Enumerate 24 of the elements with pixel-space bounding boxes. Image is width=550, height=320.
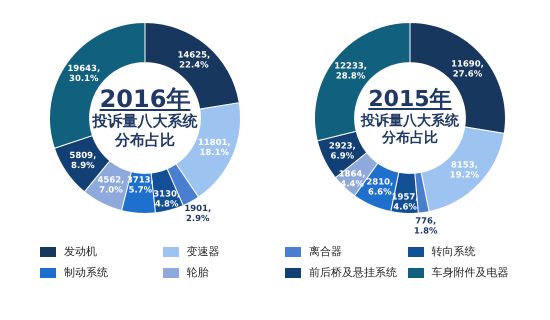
text: 投诉量八大系统分布占比 [92,112,198,150]
data-label: 8153, 19.2% [450,160,480,180]
data-label: 1901, 2.9% [184,204,212,224]
legend-label: 轮胎 [186,265,208,280]
data-label: 4562, 7.0% [97,176,124,196]
data-label: 5809, 8.9% [69,150,96,171]
legend-label: 制动系统 [64,265,108,280]
data-label: 19643, 30.1% [67,64,100,84]
legend-label: 转向系统 [432,244,476,259]
data-label: 2923, 6.9% [328,142,356,162]
text: 2015年 [367,87,453,113]
data-label: 14625, 22.4% [177,50,210,71]
text: 投诉量八大系统分布占比 [360,112,460,148]
data-label: 2810, 6.6% [366,177,394,198]
data-label: 11690, 27.6% [451,59,484,80]
legend-label: 车身附件及电器 [432,265,508,280]
data-label: 12233, 28.8% [334,62,368,82]
legend-label: 离合器 [309,244,342,259]
legend-label: 前后桥及悬挂系统 [309,265,397,280]
legend-label: 发动机 [64,244,97,259]
data-label: 776, 1.8% [414,216,438,237]
data-label: 11801, 18.1% [198,138,231,158]
text: 2016年 [98,85,190,114]
legend-label: 变速器 [186,244,220,259]
